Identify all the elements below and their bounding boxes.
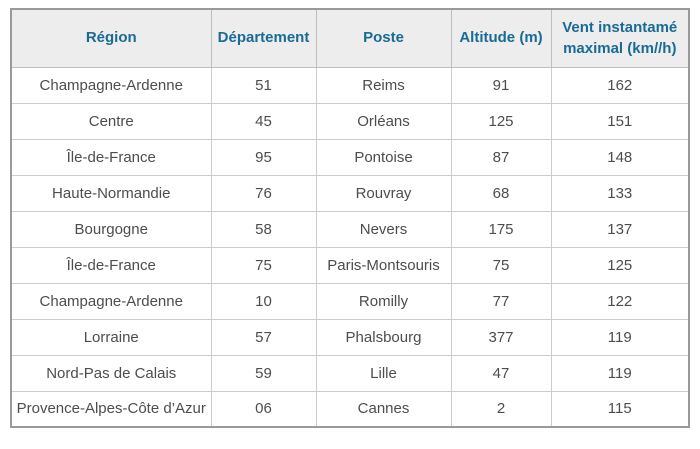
cell-vent: 119 [550, 354, 690, 392]
cell-altitude: 377 [450, 318, 552, 356]
cell-vent: 162 [550, 66, 690, 104]
cell-region: Île-de-France [10, 138, 212, 176]
cell-poste: Nevers [315, 210, 452, 248]
cell-departement: 10 [210, 282, 317, 320]
cell-region: Nord-Pas de Calais [10, 354, 212, 392]
cell-vent: 151 [550, 102, 690, 140]
table-row: Haute-Normandie 76 Rouvray 68 133 [10, 174, 690, 212]
cell-departement: 57 [210, 318, 317, 356]
cell-poste: Romilly [315, 282, 452, 320]
table-row: Champagne-Ardenne 10 Romilly 77 122 [10, 282, 690, 320]
cell-altitude: 91 [450, 66, 552, 104]
cell-altitude: 125 [450, 102, 552, 140]
table-row: Île-de-France 95 Pontoise 87 148 [10, 138, 690, 176]
cell-departement: 75 [210, 246, 317, 284]
header-row: Région Département Poste Altitude (m) Ve… [10, 8, 690, 68]
cell-vent: 115 [550, 390, 690, 428]
cell-departement: 51 [210, 66, 317, 104]
wind-stations-table: Région Département Poste Altitude (m) Ve… [10, 8, 690, 428]
cell-region: Champagne-Ardenne [10, 66, 212, 104]
cell-poste: Cannes [315, 390, 452, 428]
column-header-poste: Poste [315, 8, 452, 68]
cell-region: Haute-Normandie [10, 174, 212, 212]
cell-region: Champagne-Ardenne [10, 282, 212, 320]
table-body: Champagne-Ardenne 51 Reims 91 162 Centre 45 Orl… [10, 66, 690, 428]
cell-departement: 76 [210, 174, 317, 212]
cell-poste: Reims [315, 66, 452, 104]
table-row: Lorraine 57 Phalsbourg 377 119 [10, 318, 690, 356]
cell-altitude: 68 [450, 174, 552, 212]
table-row: Île-de-France 75 Paris-Montsouris 75 125 [10, 246, 690, 284]
cell-vent: 148 [550, 138, 690, 176]
cell-vent: 137 [550, 210, 690, 248]
cell-region: Bourgogne [10, 210, 212, 248]
cell-region: Lorraine [10, 318, 212, 356]
cell-altitude: 175 [450, 210, 552, 248]
cell-departement: 95 [210, 138, 317, 176]
column-header-region: Région [10, 8, 212, 68]
cell-altitude: 75 [450, 246, 552, 284]
cell-departement: 06 [210, 390, 317, 428]
cell-vent: 125 [550, 246, 690, 284]
cell-poste: Paris-Montsouris [315, 246, 452, 284]
cell-poste: Rouvray [315, 174, 452, 212]
cell-poste: Pontoise [315, 138, 452, 176]
cell-region: Centre [10, 102, 212, 140]
table-row: Nord-Pas de Calais 59 Lille 47 119 [10, 354, 690, 392]
cell-altitude: 77 [450, 282, 552, 320]
cell-poste: Phalsbourg [315, 318, 452, 356]
cell-departement: 59 [210, 354, 317, 392]
cell-altitude: 87 [450, 138, 552, 176]
column-header-departement: Département [210, 8, 317, 68]
table-row: Provence-Alpes-Côte d’Azur 06 Cannes 2 115 [10, 390, 690, 428]
table-row: Centre 45 Orléans 125 151 [10, 102, 690, 140]
cell-departement: 58 [210, 210, 317, 248]
column-header-vent: Vent instantamé maximal (km//h) [550, 8, 690, 68]
cell-poste: Orléans [315, 102, 452, 140]
cell-region: Provence-Alpes-Côte d’Azur [10, 390, 212, 428]
cell-vent: 133 [550, 174, 690, 212]
cell-departement: 45 [210, 102, 317, 140]
cell-vent: 119 [550, 318, 690, 356]
table-row: Champagne-Ardenne 51 Reims 91 162 [10, 66, 690, 104]
cell-vent: 122 [550, 282, 690, 320]
cell-altitude: 47 [450, 354, 552, 392]
cell-poste: Lille [315, 354, 452, 392]
cell-region: Île-de-France [10, 246, 212, 284]
cell-altitude: 2 [450, 390, 552, 428]
table-row: Bourgogne 58 Nevers 175 137 [10, 210, 690, 248]
column-header-altitude: Altitude (m) [450, 8, 552, 68]
